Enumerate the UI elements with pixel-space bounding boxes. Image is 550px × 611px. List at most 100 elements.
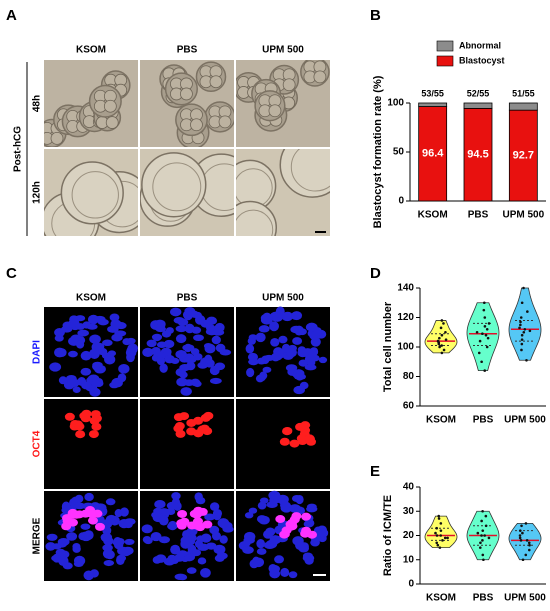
- fluorescence-image: [140, 307, 234, 397]
- blastomere: [282, 78, 296, 92]
- nucleus: [158, 536, 170, 544]
- data-point: [483, 369, 487, 372]
- nucleus: [280, 567, 290, 578]
- fluorescence-image: [236, 306, 330, 397]
- nucleus: [117, 373, 127, 383]
- icm-nucleus: [173, 413, 184, 422]
- nucleus: [157, 321, 166, 331]
- nucleus: [103, 560, 115, 567]
- blastomere: [180, 87, 193, 101]
- nucleus: [297, 328, 307, 336]
- blastomere: [103, 99, 117, 113]
- nucleus: [299, 542, 309, 551]
- column-label: KSOM: [76, 45, 106, 56]
- panel-label: A: [6, 7, 17, 24]
- icm-nucleus: [88, 430, 99, 439]
- blastomere: [105, 116, 119, 129]
- nucleus: [166, 501, 179, 510]
- fluorescence-image: [44, 399, 138, 489]
- nucleus: [248, 507, 258, 514]
- nucleus: [116, 554, 127, 562]
- violin: [508, 287, 542, 361]
- nucleus: [67, 378, 80, 388]
- nucleus: [256, 515, 267, 524]
- image-bg: [140, 399, 234, 489]
- nucleus: [105, 514, 117, 525]
- fluorescence-image: [236, 399, 330, 489]
- data-point: [442, 322, 445, 325]
- nucleus: [84, 492, 94, 502]
- nucleus: [105, 498, 116, 506]
- nucleus: [273, 353, 283, 361]
- data-point: [439, 529, 443, 532]
- bar-segment: [508, 102, 538, 111]
- y-axis-label: Blastocyst formation rate (%): [372, 75, 384, 228]
- nucleus: [269, 321, 280, 332]
- cavity: [152, 162, 202, 212]
- nucleus: [83, 530, 94, 540]
- image-grid: [44, 60, 330, 581]
- icm-nucleus: [189, 509, 200, 518]
- data-point: [439, 326, 443, 330]
- nucleus: [117, 546, 129, 556]
- data-point: [485, 345, 489, 349]
- nucleus: [305, 322, 318, 332]
- data-point: [437, 514, 441, 518]
- nucleus: [89, 334, 101, 344]
- fluorescence-image: [140, 399, 234, 489]
- embryo: [175, 103, 208, 137]
- data-point: [482, 308, 486, 312]
- image-content: [44, 161, 138, 236]
- nucleus: [281, 343, 291, 353]
- data-point: [519, 323, 522, 327]
- icm-nucleus: [175, 429, 186, 438]
- image-content: [236, 60, 330, 132]
- nucleus: [142, 347, 154, 358]
- nucleus: [161, 330, 172, 338]
- nucleus: [269, 493, 281, 500]
- legend-swatch: [436, 55, 454, 67]
- data-point: [478, 339, 482, 343]
- nucleus: [255, 332, 266, 343]
- nucleus: [257, 501, 267, 510]
- nucleus: [168, 520, 178, 531]
- nucleus: [215, 343, 226, 353]
- nucleus: [179, 371, 188, 379]
- icm-nucleus: [199, 424, 210, 433]
- data-point: [522, 286, 525, 290]
- data-point: [480, 534, 483, 537]
- nucleus: [247, 352, 259, 362]
- data-point: [438, 345, 441, 349]
- data-point: [485, 328, 489, 331]
- embryo: [204, 101, 234, 133]
- nucleus: [175, 334, 187, 344]
- data-point: [484, 514, 488, 518]
- data-point: [520, 333, 524, 337]
- data-point: [478, 546, 482, 549]
- nucleus: [102, 548, 114, 559]
- nucleus: [269, 535, 282, 545]
- nucleus: [89, 387, 101, 397]
- icm-nucleus: [64, 412, 75, 421]
- micrograph: [236, 60, 330, 147]
- data-point: [527, 541, 531, 545]
- nucleus: [72, 386, 81, 393]
- nucleus: [212, 329, 225, 336]
- y-tick-label: 100: [387, 98, 404, 109]
- icm-nucleus: [279, 437, 290, 446]
- nucleus: [80, 350, 92, 361]
- nucleus: [163, 339, 175, 349]
- nucleus: [259, 371, 268, 380]
- nucleus: [258, 325, 270, 333]
- nucleus: [102, 339, 113, 347]
- nucleus: [80, 523, 91, 530]
- nucleus: [75, 323, 86, 330]
- nucleus: [127, 343, 138, 353]
- nucleus: [211, 531, 221, 541]
- nucleus: [73, 555, 86, 566]
- icm-nucleus: [80, 414, 91, 423]
- bar-top-label: 51/55: [512, 88, 535, 98]
- nucleus: [213, 544, 226, 555]
- nucleus: [318, 528, 329, 538]
- column-label: PBS: [177, 293, 198, 304]
